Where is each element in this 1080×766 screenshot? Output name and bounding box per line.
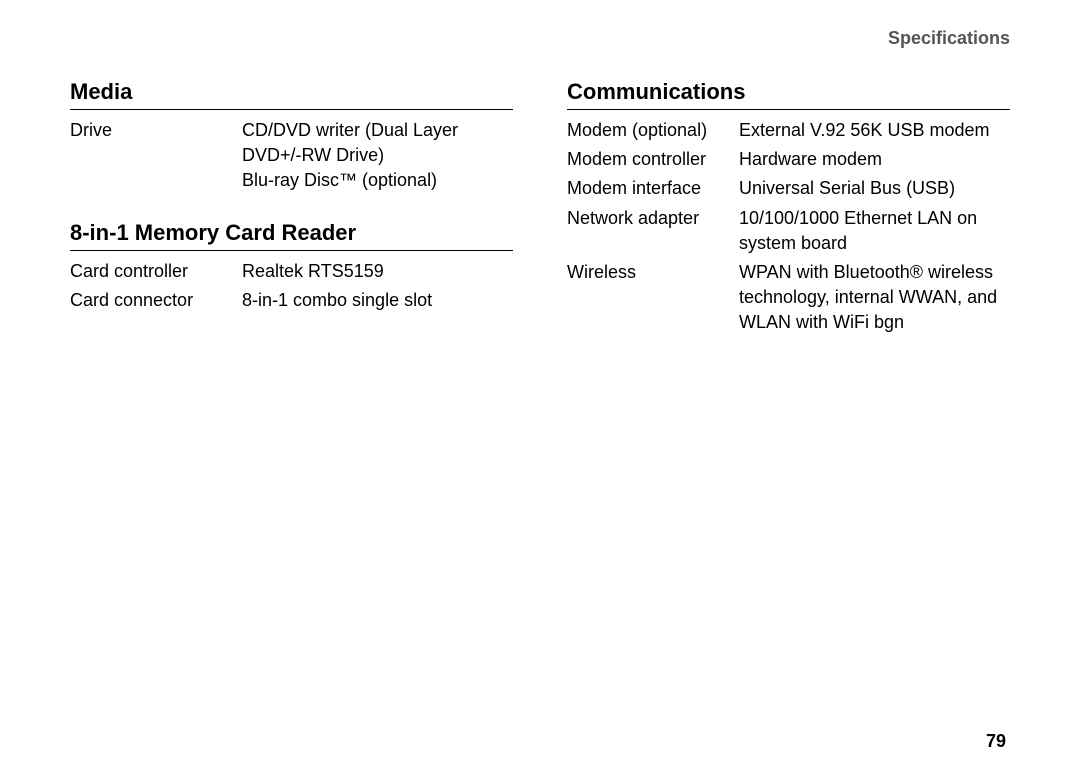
spec-label: Wireless: [567, 260, 739, 336]
spec-label: Card connector: [70, 288, 242, 313]
spec-row: Drive CD/DVD writer (Dual Layer DVD+/-RW…: [70, 118, 513, 194]
spec-row: Modem controller Hardware modem: [567, 147, 1010, 172]
spec-label: Network adapter: [567, 206, 739, 256]
columns-container: Media Drive CD/DVD writer (Dual Layer DV…: [70, 79, 1010, 340]
spec-label: Modem controller: [567, 147, 739, 172]
spec-label: Modem interface: [567, 176, 739, 201]
header-label: Specifications: [70, 28, 1010, 49]
section-title-card-reader: 8-in-1 Memory Card Reader: [70, 220, 513, 251]
spec-row: Wireless WPAN with Bluetooth® wireless t…: [567, 260, 1010, 336]
spec-label: Card controller: [70, 259, 242, 284]
spec-value: External V.92 56K USB modem: [739, 118, 1010, 143]
spec-row: Card connector 8-in-1 combo single slot: [70, 288, 513, 313]
spec-value: Universal Serial Bus (USB): [739, 176, 1010, 201]
spec-value: Hardware modem: [739, 147, 1010, 172]
page-container: Specifications Media Drive CD/DVD writer…: [0, 0, 1080, 360]
section-title-communications: Communications: [567, 79, 1010, 110]
page-number: 79: [986, 731, 1006, 752]
left-column: Media Drive CD/DVD writer (Dual Layer DV…: [70, 79, 513, 340]
spec-value: 8-in-1 combo single slot: [242, 288, 513, 313]
spec-label: Modem (optional): [567, 118, 739, 143]
right-column: Communications Modem (optional) External…: [567, 79, 1010, 340]
spec-label: Drive: [70, 118, 242, 194]
spec-value: CD/DVD writer (Dual Layer DVD+/-RW Drive…: [242, 118, 513, 194]
spec-value: Realtek RTS5159: [242, 259, 513, 284]
spec-row: Modem (optional) External V.92 56K USB m…: [567, 118, 1010, 143]
spec-row: Card controller Realtek RTS5159: [70, 259, 513, 284]
section-title-media: Media: [70, 79, 513, 110]
spec-value: 10/100/1000 Ethernet LAN on system board: [739, 206, 1010, 256]
spec-value: WPAN with Bluetooth® wireless technology…: [739, 260, 1010, 336]
spec-row: Network adapter 10/100/1000 Ethernet LAN…: [567, 206, 1010, 256]
spec-row: Modem interface Universal Serial Bus (US…: [567, 176, 1010, 201]
